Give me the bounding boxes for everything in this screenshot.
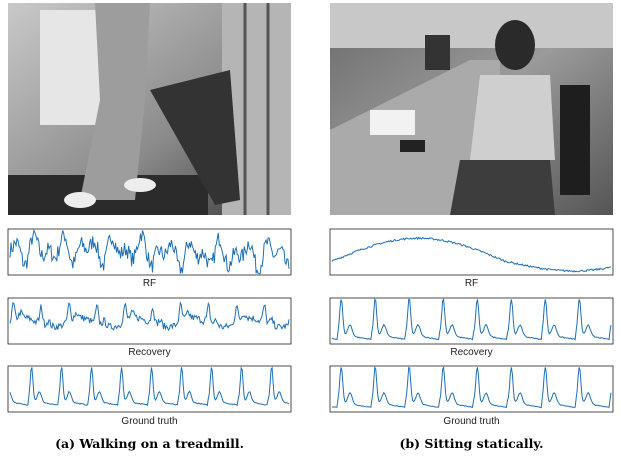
waveform	[331, 365, 612, 409]
plot-label: Recovery	[128, 347, 170, 358]
waveform	[331, 236, 612, 273]
plot-frame	[7, 228, 292, 276]
plot-label: RF	[143, 278, 156, 289]
photo-sitting	[330, 3, 613, 215]
plot-label: RF	[465, 278, 478, 289]
plot-frame	[329, 297, 614, 345]
plot-label: Ground truth	[443, 416, 499, 427]
waveform	[331, 297, 612, 341]
plot-label: Ground truth	[121, 416, 177, 427]
plot-frame	[329, 228, 614, 276]
photo-treadmill	[8, 3, 291, 215]
caption: (b) Sitting statically.	[400, 436, 544, 451]
caption: (a) Walking on a treadmill.	[55, 436, 244, 451]
waveform	[9, 300, 290, 332]
plot-label: Recovery	[450, 347, 492, 358]
waveform	[9, 228, 290, 275]
waveform	[9, 366, 290, 407]
plot-frame	[329, 365, 614, 413]
